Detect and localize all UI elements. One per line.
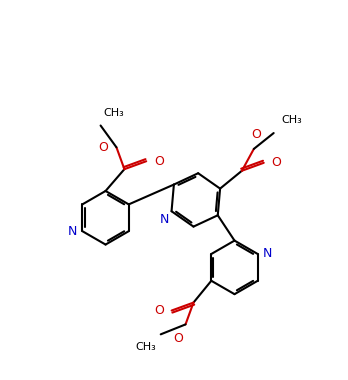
Text: CH₃: CH₃ [135, 342, 156, 352]
Text: O: O [154, 155, 164, 168]
Text: O: O [154, 304, 164, 317]
Text: O: O [98, 141, 109, 154]
Text: N: N [263, 247, 272, 260]
Text: O: O [272, 156, 282, 169]
Text: O: O [251, 128, 261, 141]
Text: CH₃: CH₃ [282, 115, 302, 125]
Text: N: N [160, 213, 169, 226]
Text: O: O [174, 332, 183, 345]
Text: N: N [68, 225, 77, 238]
Text: CH₃: CH₃ [104, 108, 124, 117]
